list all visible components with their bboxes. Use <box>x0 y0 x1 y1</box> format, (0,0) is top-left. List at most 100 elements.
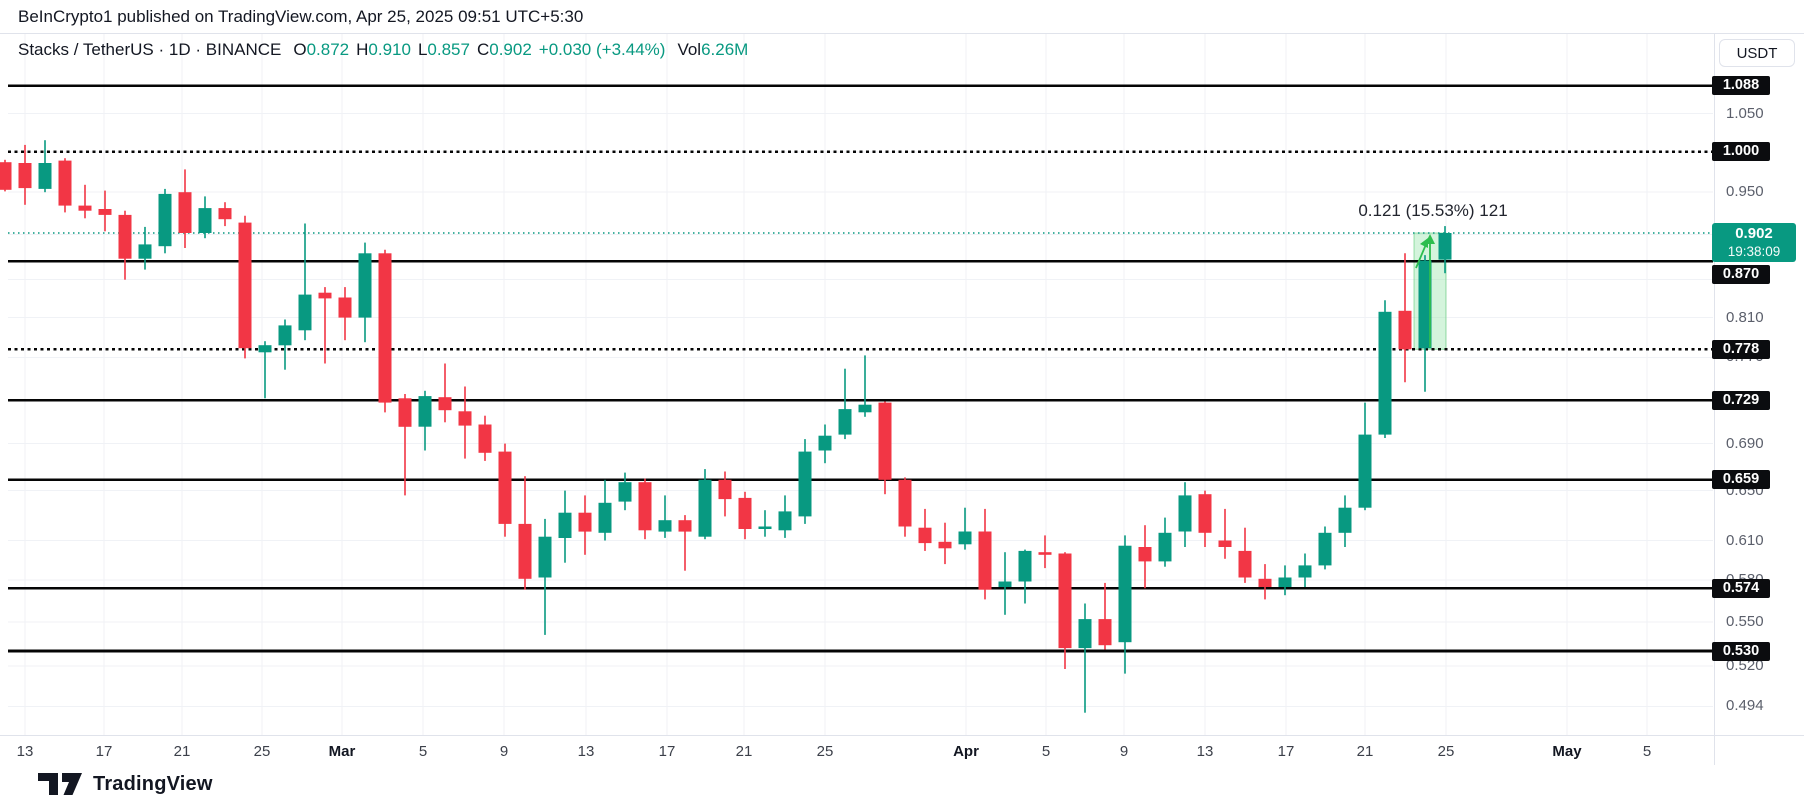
tradingview-logo-text[interactable]: TradingView <box>93 772 213 795</box>
candle <box>958 531 972 545</box>
candle <box>878 402 892 480</box>
candle <box>438 397 452 411</box>
candle <box>598 502 612 533</box>
symbol-title[interactable]: Stacks / TetherUS <box>18 40 154 59</box>
price-level-badge: 0.729 <box>1712 390 1770 410</box>
time-axis-label: 13 <box>16 743 34 760</box>
price-level-badge: 0.574 <box>1712 578 1770 598</box>
candle <box>1178 495 1192 532</box>
price-axis-label: 0.690 <box>1726 434 1764 452</box>
candle <box>538 536 552 578</box>
candle <box>298 294 312 331</box>
candle <box>918 527 932 544</box>
candle <box>718 479 732 500</box>
time-axis-label: 9 <box>499 743 509 760</box>
measure-arrow <box>1415 234 1435 348</box>
candle <box>58 160 72 206</box>
exchange-label: BINANCE <box>205 40 282 59</box>
candle <box>858 404 872 413</box>
time-axis-label: 13 <box>577 743 595 760</box>
open-label: O <box>293 40 307 59</box>
volume-label: Vol <box>677 40 702 59</box>
candle <box>378 253 392 403</box>
current-price-badge: 0.902 19:38:09 <box>1712 223 1796 262</box>
candle <box>1138 547 1152 562</box>
candle <box>458 411 472 426</box>
candle <box>178 192 192 233</box>
separator-dot: · <box>195 40 202 59</box>
horizontal-gridlines <box>8 113 1713 707</box>
price-axis[interactable]: USDT 0.902 19:38:09 1.0500.9500.8500.810… <box>1712 33 1804 765</box>
candle <box>358 253 372 318</box>
change-value: +0.030 (+3.44%) <box>538 40 666 59</box>
candle <box>1358 434 1372 508</box>
candle <box>998 581 1012 587</box>
time-axis-label: 25 <box>816 743 834 760</box>
candle <box>678 520 692 532</box>
high-value: 0.910 <box>368 40 411 59</box>
separator-dot: · <box>158 40 165 59</box>
time-axis[interactable]: 13 17 21 25 Mar 5 9 13 17 21 25 Apr 5 9 13 17 21 25 May 5 <box>0 735 1804 765</box>
interval-label[interactable]: 1D <box>168 40 191 59</box>
candle <box>1418 260 1432 349</box>
candle <box>398 398 412 427</box>
candle <box>758 526 772 529</box>
candle <box>118 214 132 259</box>
candle <box>218 208 232 220</box>
bar-countdown: 19:38:09 <box>1727 244 1781 259</box>
candle <box>938 541 952 549</box>
candle <box>478 424 492 453</box>
time-axis-label: 17 <box>1277 743 1295 760</box>
candle <box>818 435 832 451</box>
candle <box>1318 532 1332 566</box>
price-axis-label: 0.810 <box>1726 308 1764 326</box>
price-level-badge: 0.778 <box>1712 339 1770 359</box>
close-label: C <box>476 40 490 59</box>
price-level-badge: 1.088 <box>1712 76 1770 96</box>
candle <box>1198 494 1212 533</box>
price-level-badge: 1.000 <box>1712 142 1770 162</box>
low-label: L <box>417 40 428 59</box>
candle <box>1338 507 1352 533</box>
candle <box>798 451 812 517</box>
candle <box>318 292 332 299</box>
price-axis-label: 0.550 <box>1726 612 1764 630</box>
time-axis-label: 13 <box>1196 743 1214 760</box>
time-axis-label: 5 <box>418 743 428 760</box>
candle <box>1018 550 1032 582</box>
attribution-bar: BeInCrypto1 published on TradingView.com… <box>0 0 1804 33</box>
current-price-value: 0.902 <box>1735 225 1773 242</box>
attribution-text: BeInCrypto1 published on TradingView.com… <box>18 6 584 26</box>
time-axis-label: 25 <box>1437 743 1455 760</box>
currency-toggle-button[interactable]: USDT <box>1719 39 1795 67</box>
close-value: 0.902 <box>489 40 532 59</box>
price-axis-label: 0.610 <box>1726 531 1764 549</box>
candle <box>158 193 172 247</box>
candle <box>78 205 92 211</box>
candle <box>778 511 792 531</box>
price-axis-label: 0.494 <box>1726 697 1764 715</box>
candle <box>198 208 212 233</box>
price-level-badge: 0.530 <box>1712 641 1770 661</box>
time-axis-label: 5 <box>1041 743 1051 760</box>
candle <box>98 209 112 215</box>
tradingview-logo-icon[interactable] <box>36 771 84 797</box>
candle <box>418 396 432 427</box>
time-axis-label: 17 <box>95 743 113 760</box>
candle <box>1158 532 1172 562</box>
vertical-gridlines <box>24 34 1648 735</box>
candle <box>138 244 152 259</box>
time-axis-label: 21 <box>735 743 753 760</box>
candle <box>1098 619 1112 646</box>
candle <box>578 512 592 532</box>
candle <box>898 479 912 527</box>
candle <box>238 222 252 349</box>
time-axis-label: 25 <box>253 743 271 760</box>
candle <box>278 325 292 346</box>
candle <box>1438 233 1452 260</box>
candle <box>1038 552 1052 555</box>
time-axis-label: Mar <box>328 743 356 760</box>
footer: TradingView <box>0 765 1804 803</box>
candle <box>1058 553 1072 649</box>
